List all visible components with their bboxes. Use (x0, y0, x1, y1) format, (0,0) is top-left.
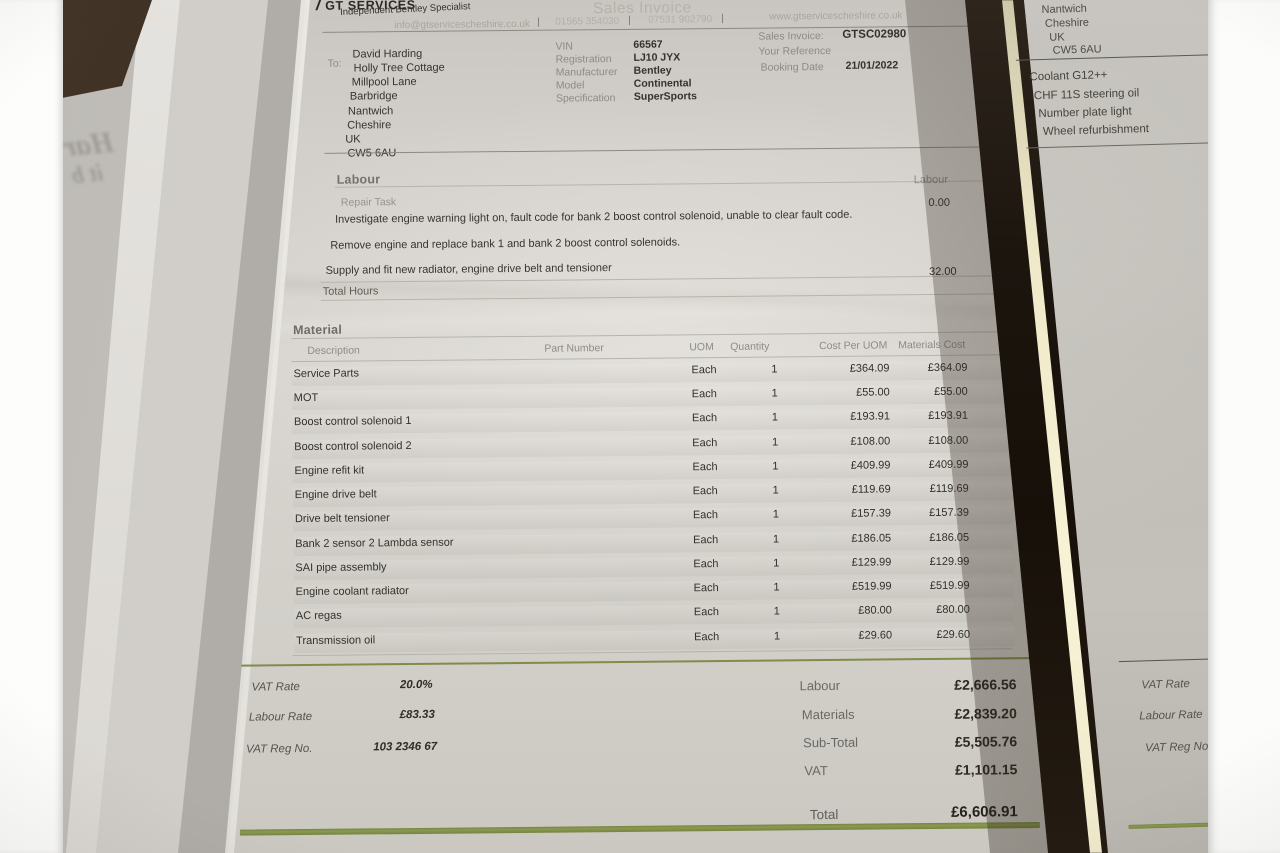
right-address-line: CW5 6AU (1052, 43, 1102, 57)
right-vat-reg-label: VAT Reg No. (1145, 740, 1212, 755)
right-page-rule-2 (1026, 142, 1212, 149)
right-address-line: Cheshire (1044, 16, 1090, 30)
right-note-line: CHF 11S steering oil (1033, 87, 1140, 103)
right-vat-rate-label: VAT Rate (1141, 678, 1190, 692)
logo-slash-icon: / (315, 0, 321, 14)
right-address-line: Nantwich (1041, 2, 1087, 17)
right-address-line: UK (1049, 31, 1065, 44)
overexposed-left-edge (0, 0, 63, 853)
right-page-rule-1 (1015, 54, 1209, 61)
right-note-line: Number plate light (1038, 105, 1132, 121)
right-note-line: Coolant G12++ (1029, 69, 1108, 84)
right-note-line: Wheel refurbishment (1042, 123, 1150, 139)
right-labour-rate-label: Labour Rate (1139, 708, 1203, 723)
overexposed-right-edge (1208, 0, 1280, 853)
